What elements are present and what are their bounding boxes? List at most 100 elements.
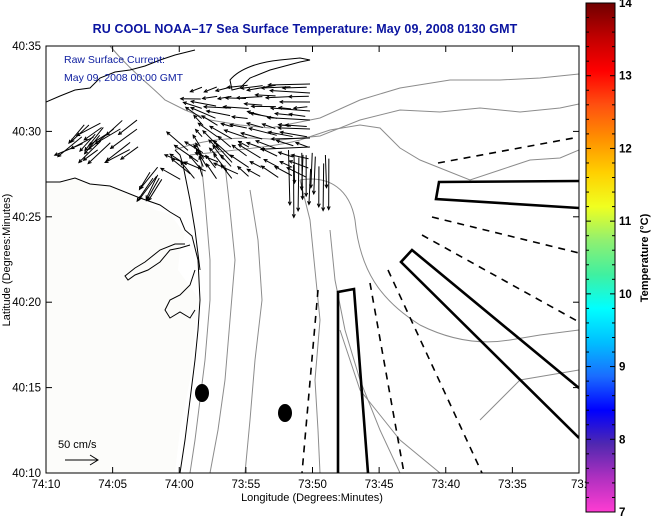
- current-vector: [229, 123, 247, 129]
- contour-line: [329, 229, 401, 473]
- coastline-ny-harbor: [46, 49, 196, 103]
- x-tick-label: 73:35: [498, 479, 527, 491]
- y-tick-label: 40:20: [12, 297, 41, 309]
- current-vector: [245, 141, 261, 149]
- current-vector: [304, 155, 309, 198]
- current-vector: [267, 82, 311, 87]
- current-vector: [248, 127, 277, 136]
- current-vector: [216, 95, 232, 101]
- current-vector: [266, 115, 311, 121]
- current-vectors: [53, 82, 331, 219]
- current-vector: [264, 95, 291, 100]
- colorbar-tick-label: 10: [619, 289, 632, 301]
- current-vector: [239, 85, 263, 90]
- current-vector: [194, 152, 219, 163]
- current-vector: [212, 139, 233, 158]
- colorbar-tick-label: 14: [619, 0, 632, 10]
- current-vector: [273, 111, 293, 116]
- current-vector: [275, 139, 294, 147]
- current-vector: [205, 109, 231, 117]
- colorbar-ticks: 7 8 9 10 11 12 13 14: [586, 0, 632, 519]
- current-vector: [287, 94, 309, 99]
- current-vector: [236, 165, 249, 177]
- colorbar-tick-label: 12: [619, 143, 632, 155]
- current-vector: [147, 179, 163, 202]
- coastline: [46, 49, 311, 473]
- map-title: RU COOL NOAA–17 Sea Surface Temperature:…: [92, 22, 518, 36]
- dashed-line: [301, 289, 319, 473]
- scale-arrow: [65, 454, 99, 466]
- colorbar-title: Temperature (°C): [639, 213, 651, 302]
- current-vector: [109, 128, 138, 150]
- y-tick-label: 40:15: [12, 383, 41, 395]
- current-vector: [278, 99, 311, 104]
- current-vector: [105, 142, 131, 162]
- current-vector: [270, 136, 311, 141]
- current-vector: [259, 146, 311, 152]
- current-vector: [202, 129, 218, 146]
- x-axis: 74:10 74:05 74:00 73:55 73:50 73:45 73:40 73:35…: [32, 46, 593, 491]
- current-vector: [189, 106, 216, 119]
- current-vector: [145, 177, 160, 202]
- current-vector: [267, 130, 293, 138]
- current-vector: [208, 139, 220, 151]
- x-tick-label: 73:55: [231, 479, 260, 491]
- current-vector: [78, 140, 102, 164]
- current-vector: [202, 104, 232, 109]
- x-tick-label: 74:00: [165, 479, 194, 491]
- current-vector: [87, 142, 111, 165]
- current-vector: [119, 146, 139, 160]
- current-vector: [311, 156, 316, 196]
- current-vector: [192, 134, 201, 147]
- y-tick-label: 40:35: [12, 41, 41, 53]
- current-vector: [279, 130, 308, 138]
- dashed-line: [437, 136, 579, 164]
- current-vector: [189, 99, 217, 107]
- current-vector: [250, 104, 276, 109]
- coastline-inlet: [164, 269, 196, 319]
- current-vector: [117, 119, 138, 136]
- contour-line: [299, 178, 579, 343]
- current-vector: [324, 155, 329, 189]
- colorbar-tick-label: 7: [619, 507, 625, 519]
- contour-line: [339, 329, 441, 473]
- land-mass: [46, 178, 200, 473]
- current-vector: [188, 154, 202, 170]
- current-vector: [277, 122, 291, 127]
- zone-polygon-south: [336, 287, 370, 473]
- current-vector: [260, 165, 279, 178]
- current-vector: [321, 163, 326, 212]
- current-vector: [288, 112, 306, 117]
- current-vector: [291, 165, 296, 219]
- buoy-marker[interactable]: [278, 404, 292, 422]
- current-vector: [308, 152, 313, 189]
- current-vector: [217, 135, 232, 148]
- coastline-sandy-hook: [174, 149, 201, 271]
- current-vector: [79, 133, 96, 153]
- current-vector: [326, 158, 331, 211]
- y-tick-label: 40:25: [12, 212, 41, 224]
- y-tick-label: 40:10: [12, 468, 41, 480]
- current-vector: [53, 143, 83, 156]
- current-vector: [223, 129, 248, 139]
- current-vector: [136, 177, 154, 203]
- x-tick-label: 74:05: [98, 479, 127, 491]
- current-vector: [198, 155, 204, 167]
- buoy-marker[interactable]: [195, 384, 209, 402]
- current-vector: [269, 106, 311, 112]
- current-timestamp: May 09, 2008 00:00 GMT: [64, 72, 184, 84]
- x-tick-label: 73:50: [298, 479, 327, 491]
- current-vector: [254, 93, 276, 97]
- current-vector: [215, 144, 233, 163]
- dashed-transects: [301, 136, 579, 473]
- colorbar: [585, 2, 616, 513]
- current-vector: [183, 161, 206, 172]
- current-vector: [226, 84, 248, 90]
- current-vector: [138, 171, 151, 191]
- current-vector: [182, 101, 202, 109]
- current-vector: [230, 115, 248, 119]
- dashed-line: [421, 234, 579, 323]
- current-vector: [75, 122, 101, 137]
- current-vector: [170, 158, 191, 175]
- current-vector: [180, 160, 195, 179]
